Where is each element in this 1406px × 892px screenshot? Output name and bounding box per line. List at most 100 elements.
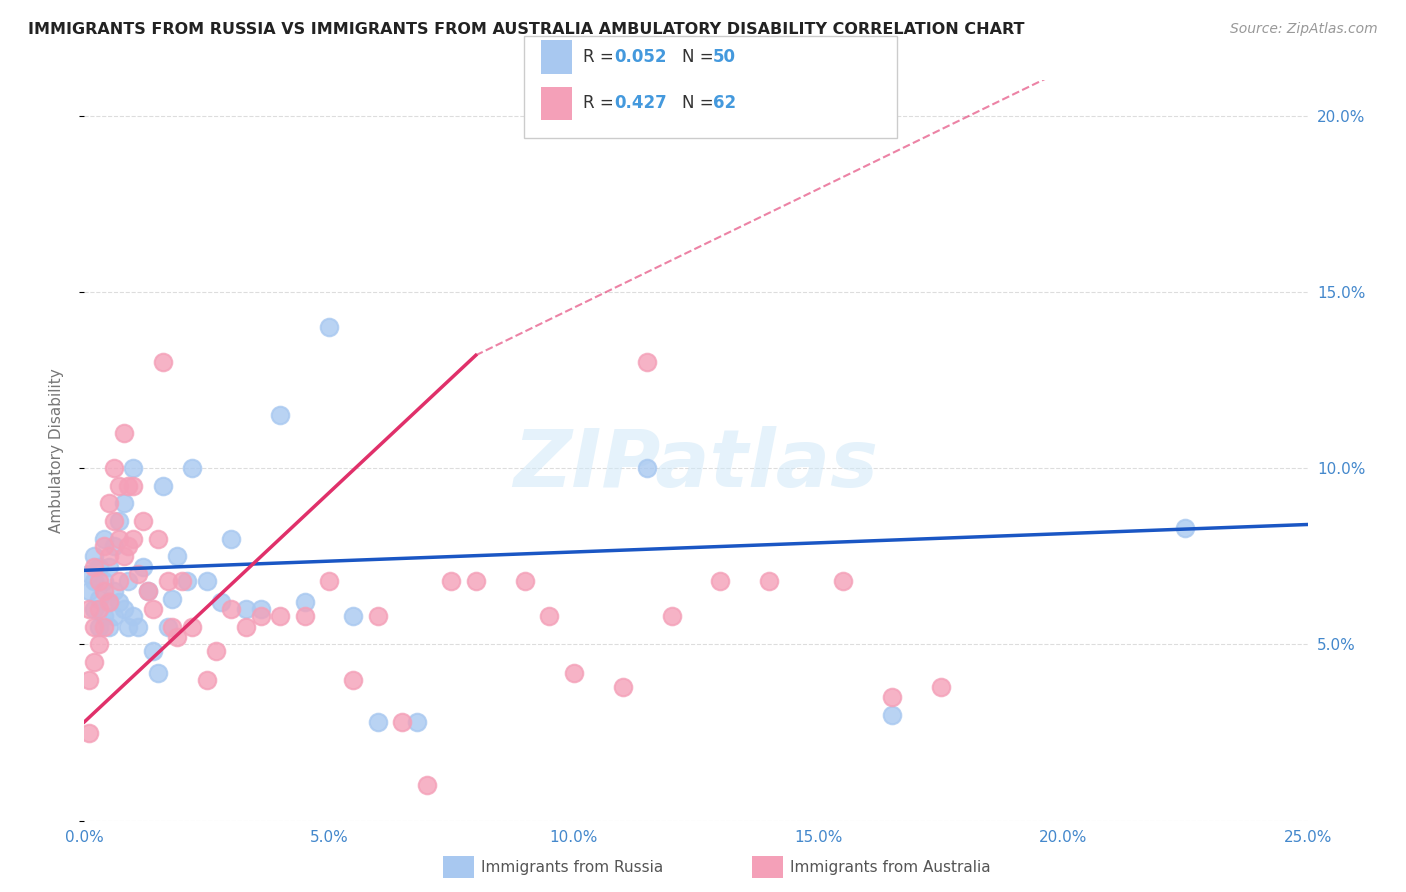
Text: IMMIGRANTS FROM RUSSIA VS IMMIGRANTS FROM AUSTRALIA AMBULATORY DISABILITY CORREL: IMMIGRANTS FROM RUSSIA VS IMMIGRANTS FRO… (28, 22, 1025, 37)
Point (636, 461, 658, 475)
Point (97, 559, 120, 574)
Point (112, 549, 135, 564)
Point (294, 595, 316, 609)
Point (87, 591, 110, 606)
Point (269, 408, 291, 422)
Point (513, 574, 536, 588)
Point (562, 665, 585, 680)
Point (342, 609, 364, 624)
Point (93, 620, 115, 634)
Point (77, 602, 100, 616)
Point (195, 574, 218, 588)
Point (831, 574, 853, 588)
Text: 0.427: 0.427 (614, 95, 668, 112)
Point (97, 496, 120, 510)
Point (367, 714, 389, 729)
Text: Source: ZipAtlas.com: Source: ZipAtlas.com (1230, 22, 1378, 37)
Point (87, 559, 110, 574)
Point (136, 584, 159, 599)
Point (77, 566, 100, 581)
Point (367, 609, 389, 624)
Point (87, 620, 110, 634)
Point (156, 574, 179, 588)
Text: ZIPatlas: ZIPatlas (513, 426, 879, 504)
Point (122, 532, 145, 546)
Point (107, 595, 129, 609)
Point (93, 532, 115, 546)
Point (87, 602, 110, 616)
Point (142, 602, 165, 616)
Point (219, 602, 242, 616)
Point (112, 602, 135, 616)
Text: 50: 50 (713, 48, 735, 66)
Point (117, 574, 139, 588)
Point (318, 574, 340, 588)
Point (103, 609, 125, 624)
Point (464, 574, 486, 588)
Point (127, 566, 149, 581)
Point (93, 574, 115, 588)
Point (77, 673, 100, 687)
Point (209, 595, 232, 609)
Point (132, 559, 155, 574)
Point (83, 559, 105, 574)
Point (117, 539, 139, 553)
Point (122, 461, 145, 475)
Point (122, 609, 145, 624)
Point (166, 549, 188, 564)
Point (103, 461, 125, 475)
Point (83, 602, 105, 616)
Point (77, 584, 100, 599)
Point (83, 574, 105, 588)
Point (162, 591, 184, 606)
Point (103, 514, 125, 528)
Point (235, 602, 257, 616)
Point (162, 620, 184, 634)
Point (142, 644, 165, 658)
Point (1174, 521, 1197, 535)
Point (219, 532, 242, 546)
Point (176, 574, 198, 588)
Text: Immigrants from Australia: Immigrants from Australia (790, 860, 991, 874)
Point (172, 574, 194, 588)
Point (77, 725, 100, 739)
Point (117, 479, 139, 493)
Point (97, 595, 120, 609)
Point (929, 680, 952, 694)
Point (83, 655, 105, 669)
Point (205, 644, 228, 658)
Point (122, 479, 145, 493)
Point (166, 630, 188, 644)
Point (181, 620, 204, 634)
Point (152, 479, 174, 493)
Point (758, 574, 780, 588)
Point (83, 620, 105, 634)
Point (249, 609, 271, 624)
Point (97, 595, 120, 609)
Point (83, 549, 105, 564)
Point (294, 609, 316, 624)
Text: R =: R = (583, 95, 620, 112)
Point (97, 549, 120, 564)
Point (440, 574, 463, 588)
Point (709, 574, 731, 588)
Point (93, 539, 115, 553)
Point (181, 461, 204, 475)
Point (132, 514, 155, 528)
Point (152, 355, 174, 369)
Text: 62: 62 (713, 95, 735, 112)
Point (146, 532, 169, 546)
Point (146, 665, 169, 680)
Text: Immigrants from Russia: Immigrants from Russia (481, 860, 664, 874)
Text: 0.052: 0.052 (614, 48, 666, 66)
Point (235, 620, 257, 634)
Point (107, 479, 129, 493)
Text: N =: N = (682, 95, 718, 112)
Point (93, 609, 115, 624)
Point (249, 602, 271, 616)
Point (391, 714, 413, 729)
Point (406, 714, 429, 729)
Point (612, 680, 634, 694)
Point (636, 355, 658, 369)
Point (117, 620, 139, 634)
